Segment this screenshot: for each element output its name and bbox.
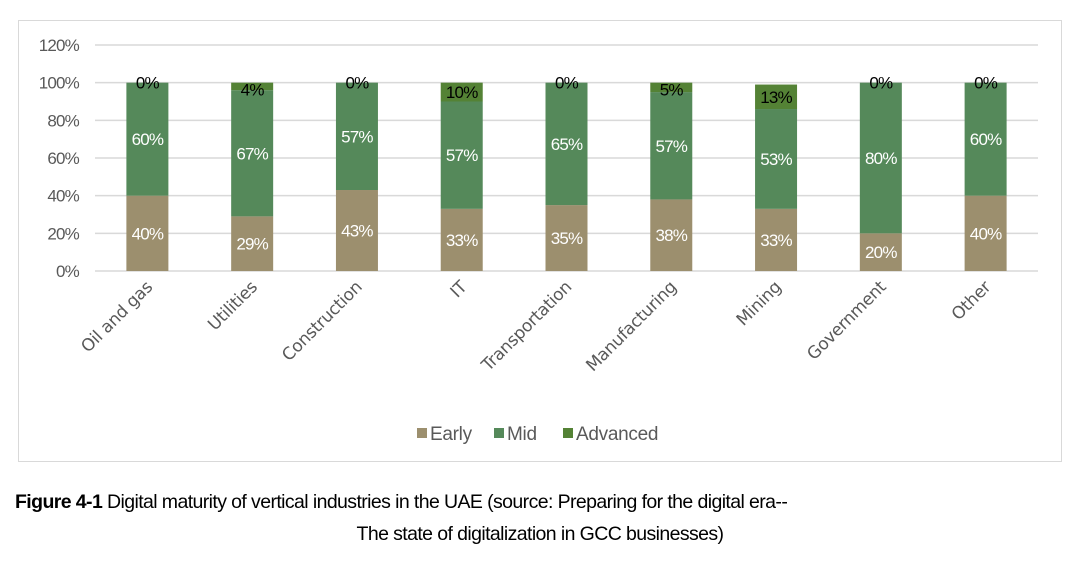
y-tick-label: 100% [39,74,80,93]
figure-caption-line-2: The state of digitalization in GCC busin… [356,523,725,545]
legend-swatch-early [417,428,427,438]
bar-segment-early [650,199,693,271]
x-tick-label: Utilities [204,277,262,335]
legend-swatch-mid [494,428,504,438]
x-tick-label: Oil and gas [77,277,157,357]
y-tick-label: 20% [47,224,79,243]
bar-segment-mid [650,92,693,200]
data-label-advanced: 5% [660,81,684,100]
data-label-early: 40% [970,224,1002,243]
data-label-early: 20% [865,243,897,262]
bar-segment-mid [440,101,483,209]
data-label-advanced: 0% [555,74,579,93]
figure-caption-line-1: Figure 4-1 Digital maturity of vertical … [15,491,788,514]
data-label-mid: 53% [760,150,792,169]
stacked-bar-chart: 0%20%40%60%80%100%120%40%60%0%Oil and ga… [39,36,1038,445]
bar-segment-early [964,195,1007,271]
data-label-advanced: 4% [241,81,265,100]
data-label-mid: 65% [551,135,583,154]
data-label-mid: 57% [446,146,478,165]
data-label-mid: 67% [236,144,268,163]
figure-caption-text: Digital maturity of vertical industries … [102,491,788,513]
bar-segment-advanced [755,84,798,110]
data-label-early: 33% [760,231,792,250]
data-label-early: 35% [551,229,583,248]
data-label-early: 43% [341,222,373,241]
y-tick-label: 80% [47,111,79,130]
bar-segment-mid [126,82,169,196]
data-label-early: 40% [132,224,164,243]
data-label-mid: 60% [970,130,1002,149]
x-tick-label: Transportation [477,277,576,376]
figure-label: Figure 4-1 [15,491,103,513]
data-label-advanced: 0% [869,74,893,93]
data-label-mid: 57% [655,137,687,156]
x-tick-label: Other [948,277,995,324]
legend-swatch-advanced [563,428,573,438]
data-label-advanced: 0% [345,74,369,93]
data-label-early: 38% [655,226,687,245]
bar-segment-early [440,208,483,271]
data-label-advanced: 10% [446,83,478,102]
x-tick-label: IT [447,277,472,302]
bar-segment-early [231,216,274,271]
data-label-mid: 80% [865,149,897,168]
bar-segment-early [335,190,378,271]
bar-segment-mid [231,90,274,217]
bar-segment-mid [335,82,378,191]
y-tick-label: 120% [39,36,80,55]
bar-segment-mid [545,82,588,206]
data-label-advanced: 13% [760,88,792,107]
bar-segment-mid [859,82,902,234]
bar-segment-early [126,195,169,271]
data-label-early: 33% [446,231,478,250]
data-label-advanced: 0% [136,74,160,93]
legend-label-early: Early [430,424,473,445]
bar-segment-advanced [440,82,483,102]
y-tick-label: 40% [47,187,79,206]
bar-segment-early [755,208,798,271]
bar-segment-advanced [650,82,693,93]
x-tick-label: Mining [733,277,786,330]
x-tick-label: Manufacturing [582,277,680,375]
y-tick-label: 0% [56,262,80,281]
legend-label-advanced: Advanced [576,424,658,445]
bar-segment-early [545,205,588,271]
x-tick-label: Construction [278,277,366,365]
data-label-mid: 60% [132,130,164,149]
data-label-early: 29% [236,235,268,254]
bar-segment-mid [755,109,798,209]
y-tick-label: 60% [47,149,79,168]
data-label-mid: 57% [341,127,373,146]
bar-segment-early [859,233,902,271]
data-label-advanced: 0% [974,74,998,93]
legend-label-mid: Mid [507,424,537,445]
bar-segment-advanced [231,82,274,91]
x-tick-label: Government [803,277,890,364]
bar-segment-mid [964,82,1007,196]
